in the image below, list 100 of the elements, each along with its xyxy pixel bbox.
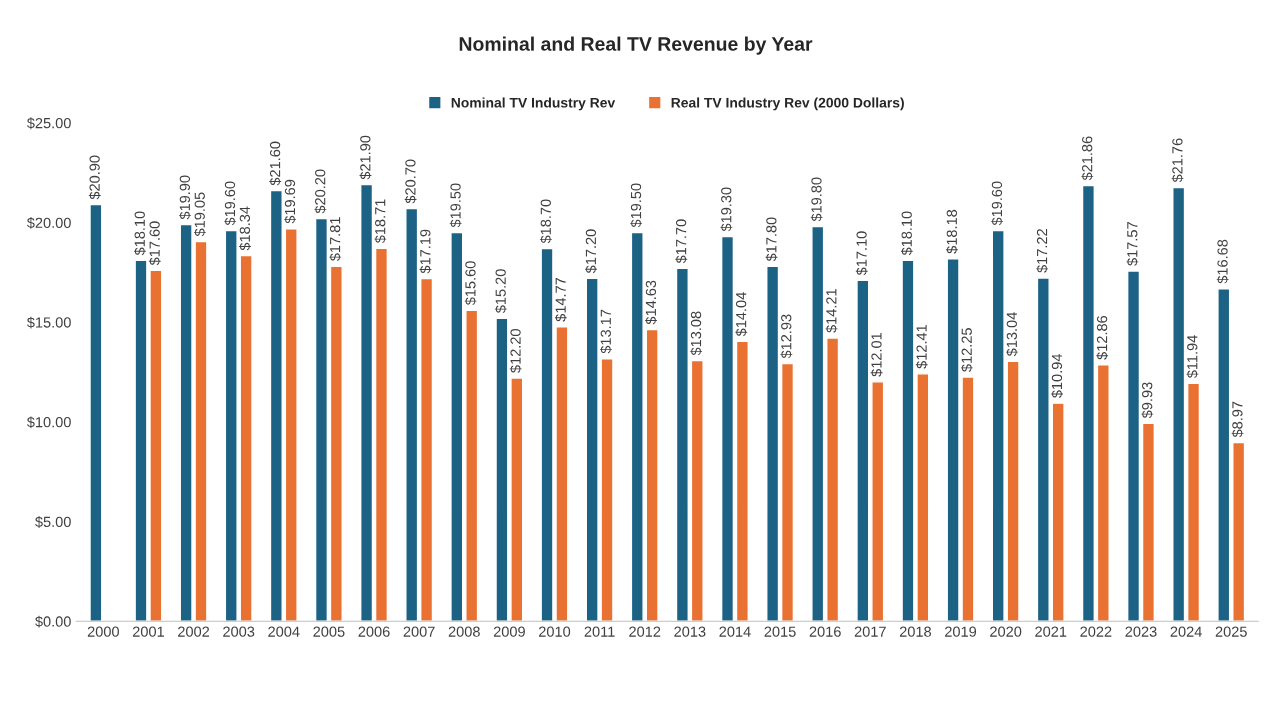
- data-label: $18.34: [239, 206, 251, 251]
- data-label: $11.94: [1186, 335, 1199, 379]
- bar: [735, 340, 749, 622]
- data-label: $17.10: [855, 231, 868, 276]
- data-label: $12.86: [1096, 315, 1109, 360]
- data-label: $18.10: [133, 211, 146, 256]
- bar: [1096, 364, 1110, 622]
- bar: [1036, 277, 1050, 622]
- x-tick-label: 2005: [313, 626, 345, 637]
- bar: [1186, 382, 1201, 622]
- data-label: $16.68: [1216, 239, 1229, 284]
- bar: [856, 279, 870, 622]
- legend-label: Real TV Industry Rev (2000 Dollars): [671, 97, 904, 111]
- x-tick-label: 2007: [403, 626, 435, 637]
- x-tick-label: 2011: [584, 626, 615, 637]
- bar: [780, 362, 795, 622]
- x-tick-label: 2017: [854, 626, 886, 637]
- bar: [89, 203, 103, 622]
- x-tick-label: 2003: [223, 626, 255, 637]
- data-label: $19.50: [449, 183, 462, 228]
- bar: [826, 337, 840, 622]
- data-label: $17.20: [585, 229, 597, 274]
- bar: [495, 317, 509, 622]
- data-label: $13.17: [600, 309, 612, 354]
- bar: [1051, 402, 1065, 622]
- bar: [690, 359, 704, 622]
- x-tick-label: 2004: [268, 626, 300, 637]
- data-label: $14.63: [645, 280, 657, 325]
- x-tick-label: 2012: [629, 626, 661, 637]
- x-tick-label: 2025: [1215, 626, 1247, 637]
- x-tick-label: 2024: [1170, 626, 1202, 637]
- data-label: $19.90: [179, 175, 191, 220]
- data-label: $19.50: [630, 183, 643, 228]
- data-label: $19.69: [284, 179, 297, 224]
- data-label: $17.81: [329, 217, 342, 262]
- data-label: $14.21: [825, 289, 838, 333]
- data-label: $20.90: [88, 155, 101, 200]
- data-label: $14.77: [554, 277, 567, 322]
- data-label: $17.22: [1036, 229, 1049, 273]
- y-tick-label: $15.00: [26, 316, 71, 329]
- bar: [871, 381, 885, 622]
- x-tick-label: 2006: [358, 626, 390, 637]
- y-tick-label: $0.00: [35, 615, 71, 628]
- x-tick-label: 2009: [493, 626, 525, 637]
- bar: [374, 247, 389, 622]
- y-tick-label: $5.00: [35, 516, 71, 528]
- data-label: $17.60: [148, 221, 161, 266]
- x-tick-label: 2020: [990, 626, 1022, 637]
- data-label: $18.71: [374, 199, 387, 244]
- data-label: $20.70: [404, 159, 417, 204]
- data-label: $15.60: [464, 261, 477, 306]
- data-label: $21.76: [1171, 138, 1184, 183]
- bar: [269, 189, 283, 622]
- bar: [811, 225, 825, 622]
- bar: [465, 309, 479, 622]
- data-label: $12.93: [780, 314, 793, 359]
- bar: [630, 231, 644, 622]
- x-tick-label: 2001: [132, 626, 164, 637]
- bar: [645, 328, 659, 622]
- y-tick-label: $20.00: [26, 217, 71, 229]
- data-label: $21.60: [269, 141, 282, 186]
- bar: [766, 265, 780, 622]
- x-tick-label: 2018: [899, 626, 931, 637]
- bar: [1126, 270, 1141, 622]
- bar: [1172, 186, 1186, 622]
- bar: [284, 228, 298, 622]
- data-label: $19.60: [224, 181, 237, 226]
- bar: [239, 254, 253, 622]
- data-label: $12.41: [915, 324, 928, 369]
- data-label: $10.94: [1051, 354, 1063, 399]
- data-label: $21.90: [359, 135, 372, 180]
- data-label: $21.86: [1081, 136, 1094, 181]
- x-tick-label: 2010: [539, 626, 571, 637]
- bar: [1232, 441, 1246, 622]
- y-tick-label: $10.00: [26, 416, 71, 429]
- bar: [1141, 422, 1155, 622]
- y-tick-label: $25.00: [26, 117, 71, 130]
- bar: [1217, 288, 1231, 622]
- bar: [224, 229, 238, 622]
- x-tick-label: 2021: [1035, 626, 1067, 637]
- bar: [991, 229, 1005, 622]
- legend-label: Nominal TV Industry Rev: [451, 97, 616, 111]
- x-tick-label: 2022: [1080, 626, 1112, 637]
- bar: [329, 265, 343, 622]
- data-label: $17.57: [1126, 222, 1139, 266]
- data-label: $19.30: [720, 187, 733, 232]
- bar: [720, 235, 735, 622]
- data-label: $12.25: [960, 328, 973, 372]
- x-tick-label: 2019: [945, 626, 977, 637]
- data-label: $19.05: [193, 192, 206, 237]
- x-tick-label: 2023: [1125, 626, 1157, 637]
- bar: [510, 377, 524, 622]
- data-label: $18.10: [900, 211, 913, 256]
- x-tick-label: 2000: [87, 626, 119, 637]
- data-label: $12.01: [870, 332, 883, 377]
- data-label: $20.20: [314, 169, 327, 214]
- bar: [360, 183, 374, 622]
- data-label: $13.04: [1006, 312, 1018, 357]
- bar: [675, 267, 689, 622]
- x-tick-label: 2016: [809, 626, 841, 637]
